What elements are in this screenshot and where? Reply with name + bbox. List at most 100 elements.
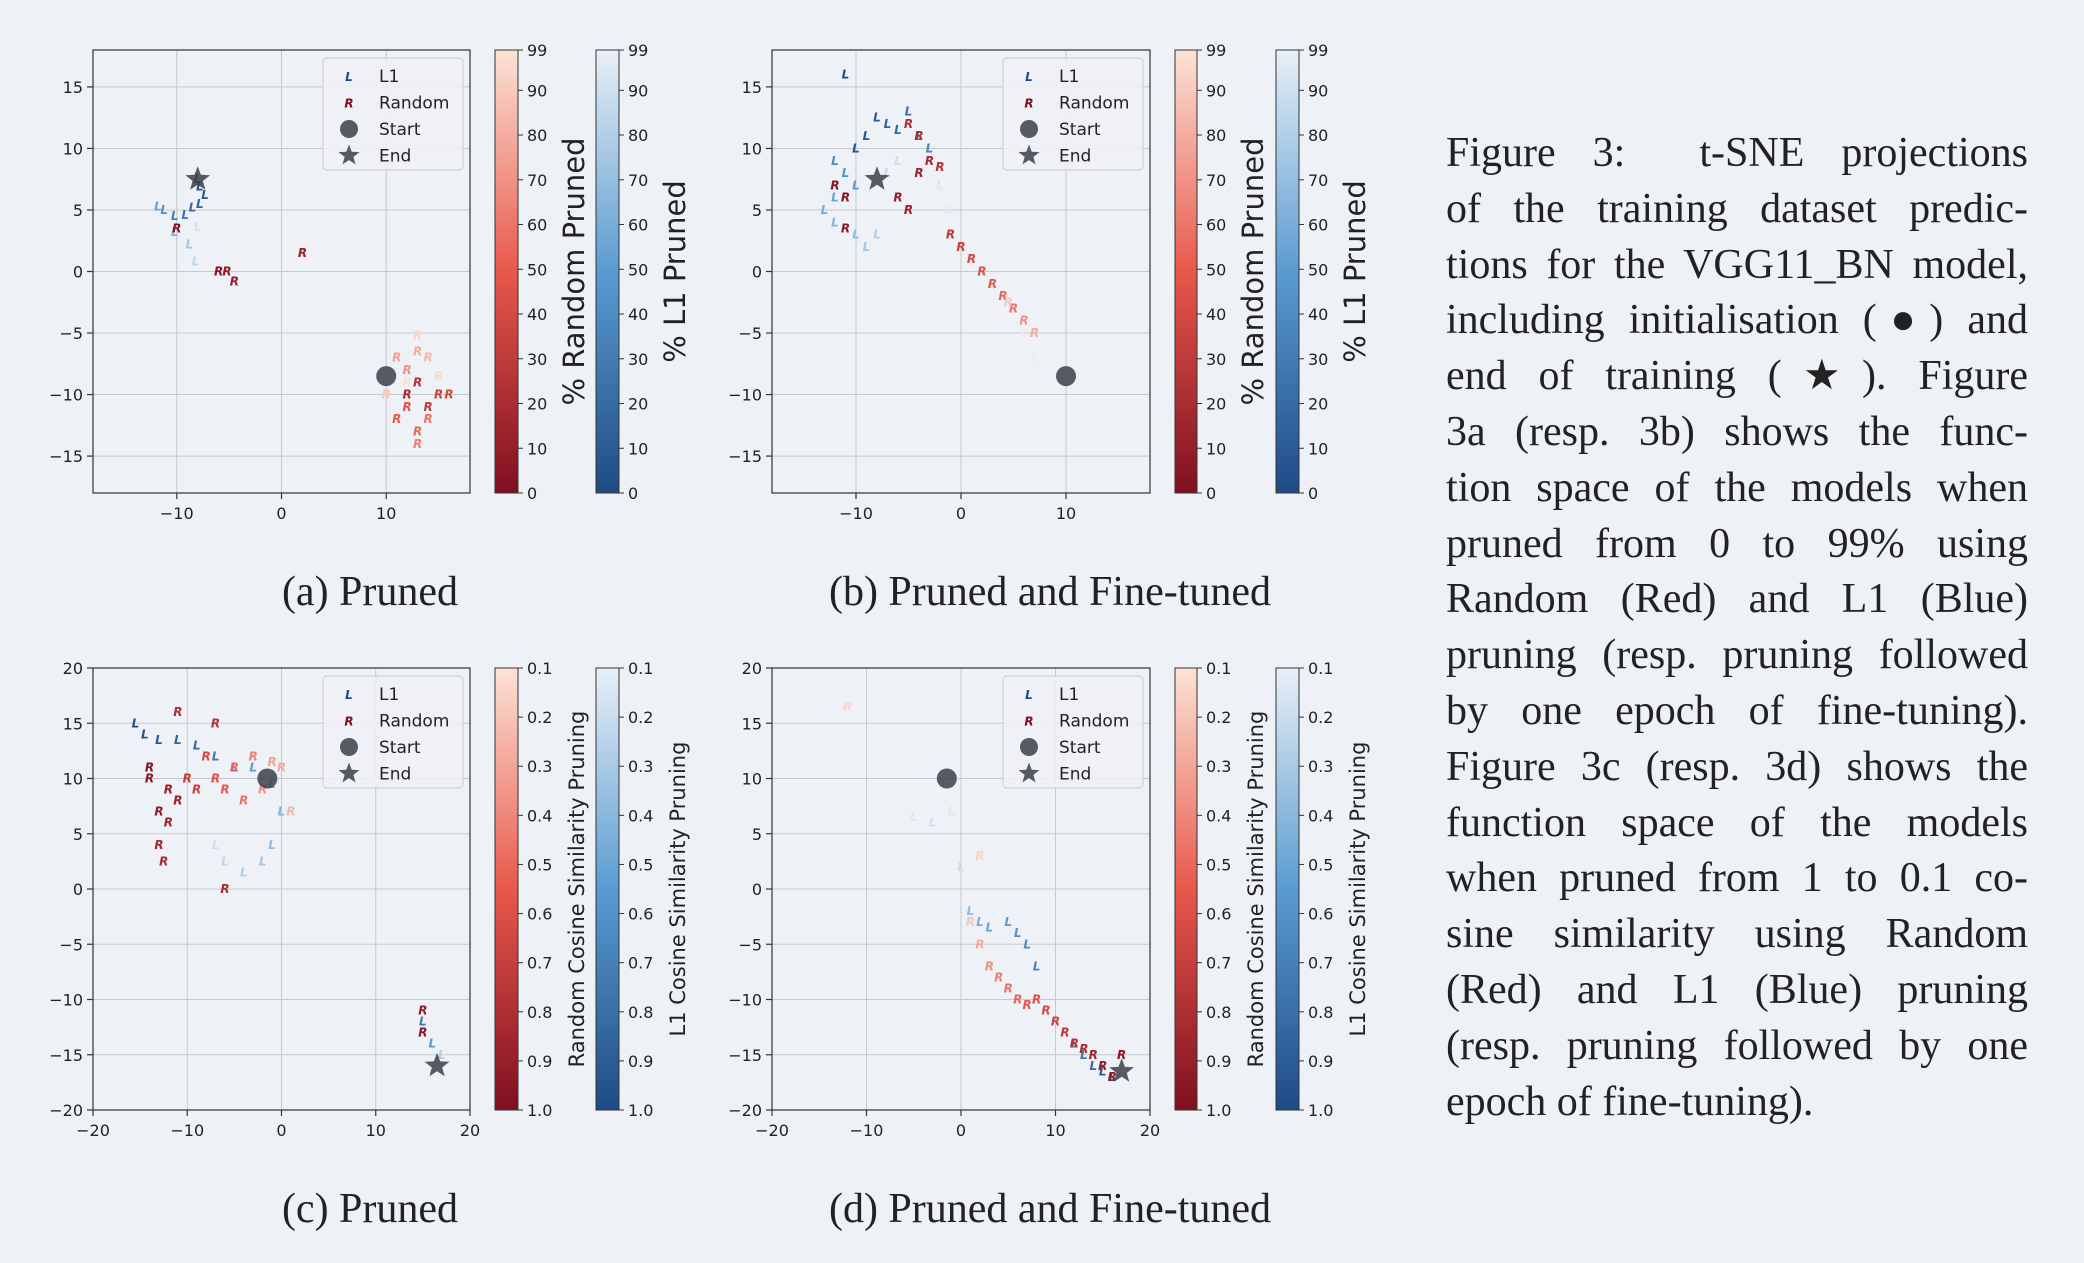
data-point: R	[423, 400, 432, 414]
colorbar-tick-label: 50	[1206, 260, 1226, 279]
legend-box	[322, 675, 464, 789]
caption-line: (resp. pruning followed by one	[1446, 1022, 2028, 1069]
colorbar-tick-label: 1.0	[527, 1101, 552, 1120]
data-point: R	[1098, 1059, 1107, 1073]
legend-start-marker	[340, 120, 358, 138]
end-marker	[864, 166, 890, 190]
y-tick-label: 10	[742, 139, 762, 158]
figure-caption: Figure 3: t-SNE projections of the traini…	[1446, 126, 2028, 1130]
data-point: R	[159, 854, 168, 868]
data-point: L	[910, 810, 918, 824]
colorbar-tick-label: 0.4	[628, 806, 653, 825]
data-point: L	[842, 68, 850, 82]
y-tick-label: −10	[49, 991, 83, 1010]
colorbar-tick-label: 99	[1206, 41, 1226, 60]
x-tick-label: 10	[1045, 1121, 1065, 1140]
colorbar-title: L1 Cosine Similarity Pruning	[666, 742, 690, 1037]
data-point: L	[831, 191, 839, 205]
y-tick-label: 0	[752, 263, 762, 282]
data-point: L	[189, 201, 197, 215]
data-point: L	[905, 105, 913, 119]
x-tick-label: 20	[1140, 1121, 1160, 1140]
colorbar-tick-label: 0.6	[1206, 905, 1231, 924]
colorbar-tick-label: 0	[1308, 484, 1318, 503]
data-point: R	[914, 129, 923, 143]
data-point: R	[841, 221, 850, 235]
data-point: L	[1020, 326, 1028, 340]
x-tick-label: −10	[839, 504, 873, 523]
legend-label: Start	[1059, 738, 1101, 758]
y-tick-label: −5	[738, 935, 762, 954]
colorbar-title: % L1 Pruned	[658, 180, 692, 363]
colorbar-tick-label: 10	[628, 439, 648, 458]
colorbar-tick-label: 40	[1308, 305, 1328, 324]
colorbar-title: % Random Pruned	[557, 138, 591, 406]
colorbar-tick-label: 0.8	[1308, 1003, 1333, 1022]
data-point: R	[413, 437, 422, 451]
data-point: R	[1009, 301, 1018, 315]
data-point: L	[154, 199, 162, 213]
data-point: L	[1014, 926, 1022, 940]
data-point: R	[173, 705, 182, 719]
colorbar-tick-label: 0.9	[527, 1052, 552, 1071]
colorbar-tick-label: 70	[527, 171, 547, 190]
x-tick-label: 10	[366, 1121, 386, 1140]
legend-random-marker: R	[344, 715, 353, 729]
data-point: L	[852, 178, 860, 192]
caption-line: pruning (resp. pruning followed	[1446, 632, 2028, 679]
y-tick-label: 20	[742, 659, 762, 678]
data-point: L	[831, 154, 839, 168]
data-point: R	[967, 252, 976, 266]
colorbar-tick-label: 0.3	[1206, 757, 1231, 776]
data-point: R	[392, 351, 401, 365]
data-point: R	[935, 160, 944, 174]
data-point: L	[1080, 1048, 1088, 1062]
data-point: L	[1108, 1070, 1116, 1084]
colorbar-tick-label: 0.3	[527, 757, 552, 776]
data-point: R	[1030, 326, 1039, 340]
data-point: R	[893, 191, 902, 205]
data-point: L	[171, 209, 179, 223]
data-point: L	[181, 208, 189, 222]
data-point: R	[975, 937, 984, 951]
data-point: L	[863, 129, 871, 143]
legend-box	[1002, 57, 1144, 171]
data-point: R	[211, 772, 220, 786]
colorbar-tick-label: 0.9	[1206, 1052, 1231, 1071]
legend-label: Start	[379, 120, 421, 140]
colorbar-tick-label: 60	[527, 216, 547, 235]
colorbar-random: 0.1 0.2 0.3 0.4 0.5 0.6 0.7 0.8 0.9 1.0 Random Cos…	[494, 659, 589, 1120]
data-point: R	[1013, 993, 1022, 1007]
data-point: R	[220, 882, 229, 896]
colorbar-tick-label: 80	[1308, 126, 1328, 145]
axes-frame	[92, 49, 471, 494]
legend-l1-marker: L	[345, 688, 353, 702]
colorbar-random: 0 10 20 30 40 50 60 70 80 90 99 % Random Pruned	[1174, 41, 1270, 503]
colorbar-tick-label: 50	[527, 260, 547, 279]
x-tick-label: 0	[276, 504, 286, 523]
data-point: R	[173, 794, 182, 808]
colorbar-tick-label: 80	[1206, 126, 1226, 145]
caption-line: of the training dataset predic-	[1446, 185, 2028, 232]
legend-start-marker	[340, 738, 358, 756]
colorbar-tick-label: 80	[527, 126, 547, 145]
colorbar-tick-label: 0.1	[1308, 659, 1333, 678]
y-tick-label: 0	[73, 880, 83, 899]
data-point: R	[418, 1026, 427, 1040]
y-tick-label: 10	[63, 139, 83, 158]
colorbar-tick-label: 50	[1308, 260, 1328, 279]
colorbar-gradient	[1275, 667, 1300, 1111]
colorbar-title: Random Cosine Similarity Pruning	[565, 711, 589, 1068]
data-point: R	[298, 246, 307, 260]
y-tick-label: −15	[728, 447, 762, 466]
colorbar-tick-label: 99	[628, 41, 648, 60]
data-point: R	[413, 375, 422, 389]
data-point: L	[192, 255, 200, 269]
data-point: R	[222, 265, 231, 279]
end-marker	[185, 166, 211, 190]
